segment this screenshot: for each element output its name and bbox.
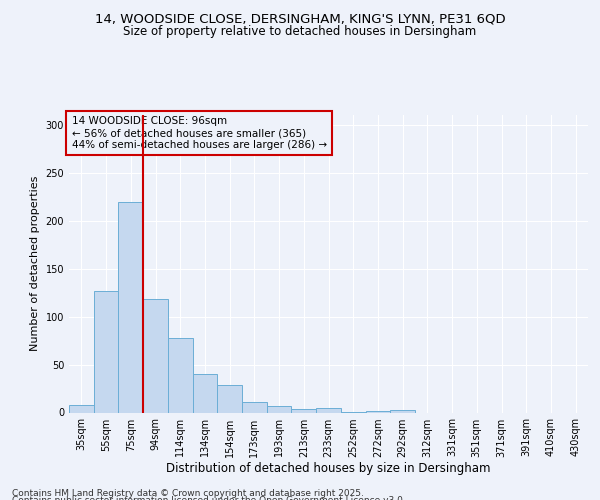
Bar — [168, 338, 193, 412]
Bar — [316, 408, 341, 412]
Text: Contains HM Land Registry data © Crown copyright and database right 2025.: Contains HM Land Registry data © Crown c… — [12, 488, 364, 498]
Text: 14 WOODSIDE CLOSE: 96sqm
← 56% of detached houses are smaller (365)
44% of semi-: 14 WOODSIDE CLOSE: 96sqm ← 56% of detach… — [71, 116, 327, 150]
Bar — [292, 408, 316, 412]
Bar — [365, 410, 390, 412]
Y-axis label: Number of detached properties: Number of detached properties — [30, 176, 40, 352]
X-axis label: Distribution of detached houses by size in Dersingham: Distribution of detached houses by size … — [166, 462, 491, 475]
Text: Contains public sector information licensed under the Open Government Licence v3: Contains public sector information licen… — [12, 496, 406, 500]
Bar — [390, 410, 415, 412]
Bar — [217, 384, 242, 412]
Bar — [193, 374, 217, 412]
Bar — [267, 406, 292, 412]
Bar — [69, 405, 94, 412]
Bar — [242, 402, 267, 412]
Bar — [94, 290, 118, 412]
Text: Size of property relative to detached houses in Dersingham: Size of property relative to detached ho… — [124, 25, 476, 38]
Bar — [118, 202, 143, 412]
Text: 14, WOODSIDE CLOSE, DERSINGHAM, KING'S LYNN, PE31 6QD: 14, WOODSIDE CLOSE, DERSINGHAM, KING'S L… — [95, 12, 505, 26]
Bar — [143, 300, 168, 412]
